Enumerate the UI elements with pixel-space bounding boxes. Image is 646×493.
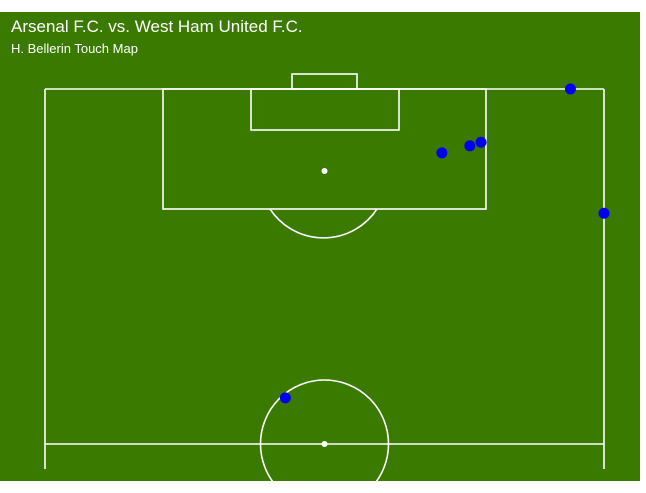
touch-point <box>436 147 448 159</box>
touch-point <box>464 140 476 152</box>
touch-map-chart <box>0 12 640 481</box>
touch-points <box>279 83 610 404</box>
chart-title: Arsenal F.C. vs. West Ham United F.C. <box>11 17 303 36</box>
goal <box>291 73 358 90</box>
centre-spot <box>321 441 328 447</box>
centre-circle <box>259 379 390 481</box>
touch-point <box>279 392 291 404</box>
penalty-arc <box>269 208 378 239</box>
touch-point <box>564 83 576 95</box>
pitch-markings <box>44 73 605 481</box>
pitch-svg <box>0 12 640 481</box>
touch-point <box>598 207 610 219</box>
pitch-background <box>0 12 640 481</box>
touch-point <box>475 136 487 148</box>
penalty-spot <box>321 168 328 174</box>
chart-subtitle: H. Bellerin Touch Map <box>11 41 138 56</box>
